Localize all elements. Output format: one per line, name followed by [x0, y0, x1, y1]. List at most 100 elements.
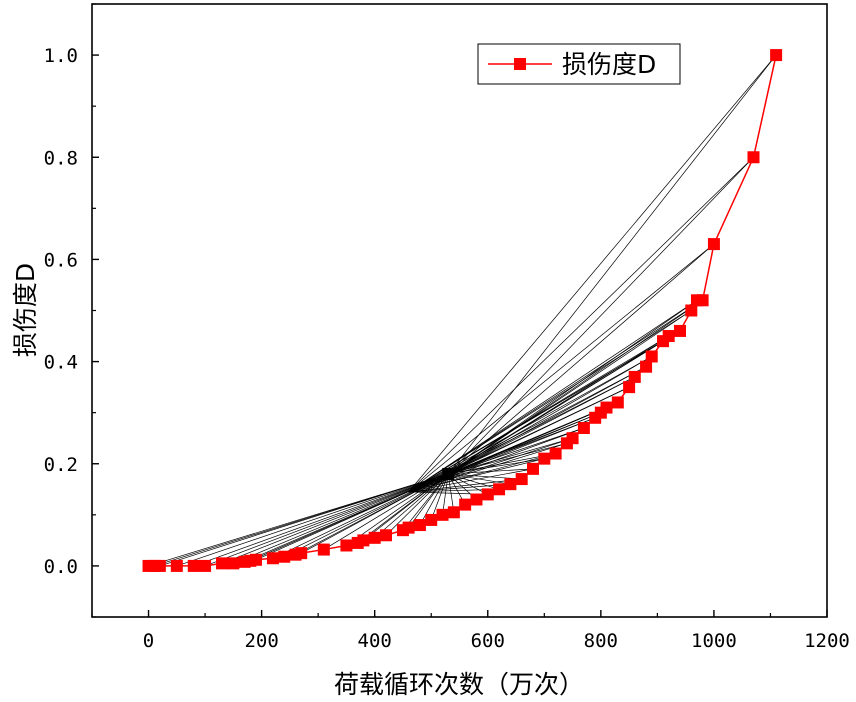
- fan-line: [408, 156, 754, 493]
- data-point: [577, 421, 590, 434]
- y-tick-label: 0.4: [44, 352, 78, 374]
- fan-line: [408, 427, 585, 493]
- fan-line: [442, 473, 449, 515]
- data-point: [413, 519, 426, 532]
- fan-line: [159, 473, 449, 567]
- fan-line: [448, 473, 500, 490]
- data-point: [623, 381, 636, 394]
- fan-line: [448, 468, 534, 475]
- data-point: [493, 483, 506, 496]
- data-point: [249, 553, 262, 566]
- x-tick-label: 600: [471, 630, 505, 652]
- x-tick-label: 400: [358, 630, 392, 652]
- data-point: [170, 559, 183, 572]
- series-markers: [142, 49, 783, 572]
- data-point: [317, 543, 330, 556]
- x-tick-label: 1000: [691, 630, 737, 652]
- fan-line: [408, 437, 573, 493]
- data-point: [357, 534, 370, 547]
- fan-line: [323, 473, 449, 550]
- x-tick-label: 0: [143, 630, 154, 652]
- fan-line: [408, 468, 534, 493]
- data-point: [549, 447, 562, 460]
- fan-line: [408, 330, 681, 493]
- data-point: [447, 506, 460, 519]
- fan-line: [447, 157, 754, 475]
- fan-line: [448, 330, 681, 475]
- fan-line: [408, 243, 715, 493]
- y-tick-label: 0.8: [44, 147, 78, 169]
- fan-line: [448, 442, 568, 475]
- data-point: [504, 478, 517, 491]
- fan-line: [447, 299, 698, 475]
- data-point: [566, 432, 579, 445]
- data-point: [340, 539, 353, 552]
- data-point: [295, 547, 308, 560]
- fan-line: [176, 473, 449, 567]
- data-point: [770, 49, 783, 62]
- data-point: [645, 350, 658, 363]
- data-point: [470, 493, 483, 506]
- data-point: [187, 559, 200, 572]
- fan-line: [221, 473, 449, 564]
- plot-frame: [91, 3, 828, 618]
- data-point: [696, 294, 709, 307]
- data-point: [436, 508, 449, 521]
- data-point: [747, 151, 760, 164]
- y-tick-label: 0.2: [44, 454, 78, 476]
- x-tick-label: 200: [244, 630, 278, 652]
- data-point: [662, 330, 675, 343]
- data-point: [707, 238, 720, 251]
- data-point: [227, 557, 240, 570]
- fan-line: [447, 243, 715, 475]
- data-point: [640, 360, 653, 373]
- fan-line: [408, 417, 596, 493]
- fan-focus-marker: [442, 467, 455, 480]
- data-point: [425, 513, 438, 526]
- legend-marker-sample: [514, 58, 526, 70]
- fan-line: [408, 54, 777, 493]
- x-tick-label: 1200: [804, 630, 850, 652]
- fan-line: [408, 310, 692, 493]
- legend: 损伤度D: [477, 43, 681, 85]
- data-point: [611, 396, 624, 409]
- data-point: [153, 559, 166, 572]
- fan-line: [408, 478, 522, 493]
- data-point: [402, 521, 415, 534]
- data-point: [266, 552, 279, 565]
- fan-lines: [148, 54, 777, 567]
- data-point: [380, 529, 392, 542]
- fan-line: [408, 442, 568, 493]
- x-axis-title: 荷载循环次数（万次）: [334, 670, 584, 699]
- fan-line: [408, 299, 698, 493]
- data-point: [199, 559, 212, 572]
- data-point: [674, 324, 686, 337]
- y-tick-label: 1.0: [44, 45, 78, 67]
- fan-line: [447, 54, 777, 475]
- fan-line: [193, 473, 449, 567]
- data-point: [685, 304, 698, 317]
- data-point: [515, 473, 528, 486]
- fan-line: [447, 299, 703, 475]
- fan-line: [408, 412, 601, 493]
- y-axis-title: 损伤度D: [11, 263, 40, 357]
- data-point: [538, 452, 551, 465]
- legend-label: 损伤度D: [562, 50, 656, 79]
- fan-line: [430, 473, 449, 521]
- y-tick-label: 0.6: [44, 249, 78, 271]
- data-point: [278, 550, 291, 563]
- data-point: [216, 557, 229, 570]
- x-tick-label: 800: [584, 630, 618, 652]
- data-point: [459, 498, 472, 511]
- plot-area: [142, 49, 783, 572]
- y-tick-label: 0.0: [44, 556, 78, 578]
- data-point: [600, 401, 613, 414]
- fan-line: [408, 299, 703, 493]
- data-point: [368, 531, 381, 544]
- fan-line: [204, 473, 449, 567]
- axes: 0 200 400 600 800 1000 1200 0.0 0.2 0.4 0.6 0.8 1.0: [44, 3, 850, 652]
- fan-line: [408, 453, 556, 493]
- fan-line: [448, 366, 647, 475]
- data-point: [628, 370, 641, 383]
